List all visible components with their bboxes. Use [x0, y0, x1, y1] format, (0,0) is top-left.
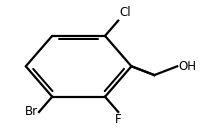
- Text: OH: OH: [178, 60, 196, 73]
- Text: F: F: [115, 113, 122, 126]
- Text: Cl: Cl: [119, 6, 131, 19]
- Text: Br: Br: [25, 105, 38, 118]
